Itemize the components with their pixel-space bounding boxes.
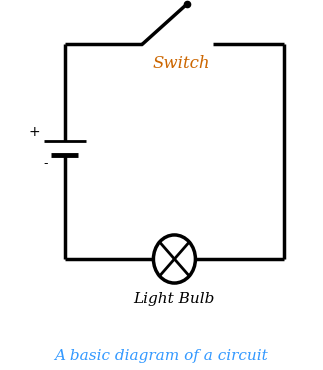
Text: A basic diagram of a circuit: A basic diagram of a circuit: [55, 349, 268, 363]
Text: Switch: Switch: [152, 56, 210, 73]
Text: Light Bulb: Light Bulb: [134, 292, 215, 306]
Text: +: +: [29, 125, 40, 139]
Text: -: -: [43, 157, 48, 170]
